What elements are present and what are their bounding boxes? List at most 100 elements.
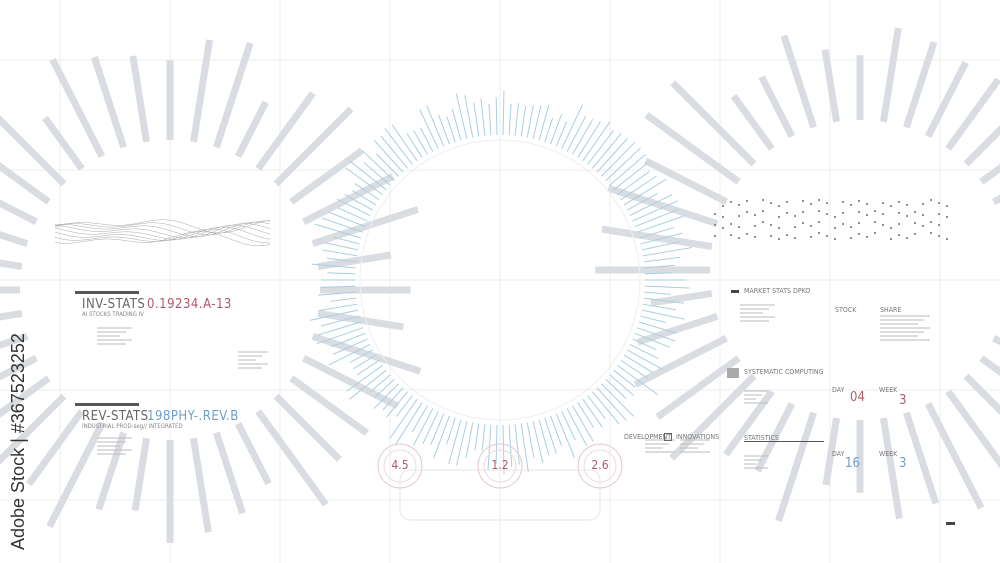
data-dot — [793, 236, 797, 240]
blue-ray — [349, 369, 387, 400]
blue-ray — [326, 257, 357, 263]
inv-stats-code: 0.19234.A-13 — [147, 297, 232, 312]
market-bar — [731, 290, 739, 293]
wave-line — [54, 228, 271, 244]
blue-ray — [526, 105, 534, 138]
blue-ray — [532, 105, 542, 139]
grey-ray — [42, 115, 85, 171]
data-dot — [729, 200, 733, 204]
blue-ray — [508, 424, 513, 467]
grey-ray — [780, 34, 817, 129]
data-dot — [881, 201, 885, 205]
grey-ray — [601, 225, 713, 250]
data-dot — [753, 235, 757, 239]
blue-ray — [555, 121, 568, 147]
blue-ray — [555, 413, 576, 458]
blue-ray — [626, 349, 664, 371]
watermark-id: #367523252 — [8, 333, 28, 434]
blue-ray — [514, 103, 520, 136]
blue-ray — [309, 309, 359, 321]
data-dot — [937, 234, 941, 238]
blue-ray — [373, 383, 399, 410]
data-dot — [865, 202, 869, 206]
grey-ray — [95, 431, 127, 511]
data-dot — [905, 236, 909, 240]
blue-ray — [487, 424, 492, 471]
data-dot — [881, 223, 885, 227]
grey-ray — [46, 422, 106, 529]
data-dot — [761, 209, 765, 213]
grey-ray — [0, 354, 38, 381]
data-dot — [881, 212, 885, 216]
data-dot — [873, 231, 877, 235]
blue-ray — [327, 272, 356, 275]
blue-ray — [508, 103, 512, 136]
grey-ray — [131, 437, 150, 511]
blue-ray — [321, 285, 356, 288]
grey-ray — [979, 163, 1000, 185]
grey-ray — [822, 417, 840, 486]
data-dot — [825, 212, 829, 216]
grey-ray — [0, 310, 23, 321]
rev-bar — [75, 403, 139, 406]
data-dot — [921, 213, 925, 217]
grey-ray — [255, 91, 316, 171]
data-dot — [841, 222, 845, 226]
data-dot — [937, 201, 941, 205]
data-dot — [761, 220, 765, 224]
grey-ray — [0, 162, 51, 205]
wave-line — [54, 219, 271, 234]
data-dot — [889, 204, 893, 208]
blue-ray — [587, 395, 606, 419]
blue-ray — [638, 226, 675, 239]
data-dot — [865, 213, 869, 217]
blue-ray — [626, 193, 658, 211]
wave-line — [54, 220, 271, 236]
grey-ray — [607, 184, 719, 227]
blue-ray — [613, 369, 636, 388]
blue-ray — [620, 175, 658, 201]
blue-ray — [640, 232, 683, 245]
data-dot — [897, 200, 901, 204]
data-dot — [849, 236, 853, 240]
data-dot — [929, 198, 933, 202]
checkbox-icon[interactable] — [664, 433, 672, 441]
blue-ray — [572, 118, 594, 155]
day-value-1: 04 — [850, 390, 865, 405]
grey-ray — [0, 199, 38, 226]
blue-ray — [582, 398, 603, 428]
data-dot — [729, 222, 733, 226]
grey-ray — [730, 93, 775, 151]
grey-ray — [633, 334, 728, 388]
grey-ray — [903, 41, 938, 129]
grey-ray — [924, 60, 969, 138]
blue-ray — [596, 138, 628, 173]
grey-ray — [643, 157, 728, 206]
blue-ray — [561, 410, 576, 441]
blue-ray — [354, 183, 380, 201]
data-dot — [857, 210, 861, 214]
data-dot — [825, 201, 829, 205]
blue-ray — [451, 108, 462, 141]
data-dot — [945, 237, 949, 241]
grey-ray — [650, 290, 713, 307]
grey-ray — [963, 373, 1000, 415]
blue-ray — [550, 415, 563, 446]
grey-ray — [213, 41, 254, 149]
data-dot — [873, 220, 877, 224]
grey-ray — [49, 57, 106, 158]
wave-line — [54, 221, 271, 237]
blue-ray — [582, 121, 611, 162]
blue-ray — [643, 297, 685, 304]
grey-ray — [924, 402, 985, 510]
data-dot — [713, 223, 717, 227]
blue-ray — [374, 378, 395, 398]
inv-bar — [75, 291, 139, 294]
day-label-1: DAY — [832, 386, 845, 394]
grey-ray — [0, 259, 23, 270]
blue-ray — [538, 104, 550, 141]
data-dot — [897, 233, 901, 237]
blue-ray — [609, 153, 647, 186]
grey-ray — [0, 393, 67, 465]
data-dot — [921, 202, 925, 206]
